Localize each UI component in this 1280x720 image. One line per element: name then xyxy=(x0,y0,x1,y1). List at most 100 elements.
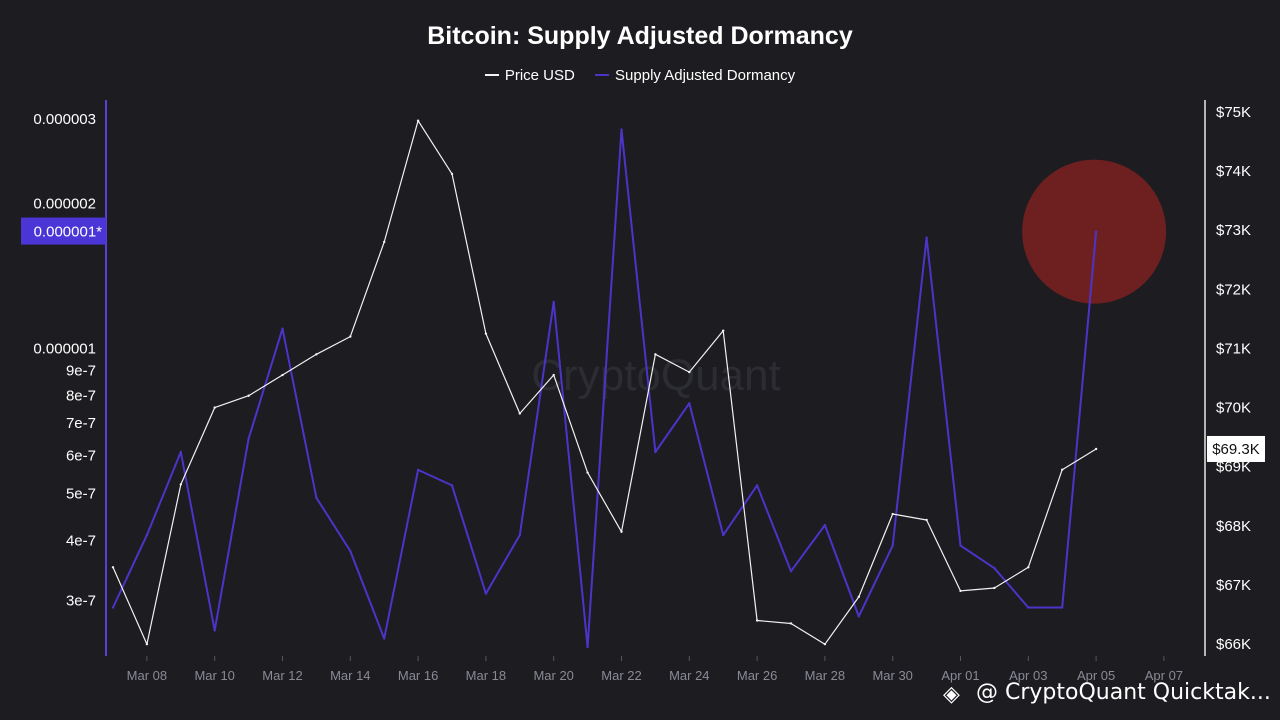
price-series-line-point xyxy=(247,394,250,397)
dormancy-series-line-point xyxy=(891,544,894,547)
price-series-line-point xyxy=(959,589,962,593)
price-series-line-point xyxy=(925,518,928,522)
y-right-current-label: $69.3K xyxy=(1212,441,1260,458)
x-tick-label: Apr 03 xyxy=(1009,668,1047,683)
price-series-line-point xyxy=(857,595,860,599)
dormancy-series-line-point xyxy=(722,533,725,537)
x-tick-label: Apr 07 xyxy=(1145,668,1183,683)
dormancy-series-line-point xyxy=(281,327,284,330)
dormancy-series-line-point xyxy=(620,128,623,131)
y-right-tick-label: $74K xyxy=(1216,163,1251,180)
y-right-current-box xyxy=(1207,435,1265,462)
y-right-tick-label: $70K xyxy=(1216,400,1251,417)
dormancy-series-line-point xyxy=(789,569,793,573)
y-left-tick-label: 6e-7 xyxy=(66,447,96,464)
dormancy-series-line-point xyxy=(484,592,488,595)
price-series-line-point xyxy=(349,335,352,338)
y-right-tick-label: $75K xyxy=(1216,104,1251,121)
dormancy-series-line-point xyxy=(993,566,996,570)
binance-logo-icon: ◈ xyxy=(943,682,960,707)
price-series-line-point xyxy=(891,512,894,516)
dormancy-series-line-point xyxy=(247,437,250,440)
dormancy-series-line-point xyxy=(416,468,420,472)
y-left-tick-label: 9e-7 xyxy=(66,363,96,380)
price-series-line-point xyxy=(586,471,589,474)
y-left-tick-label: 5e-7 xyxy=(66,486,96,503)
dormancy-series-line-point xyxy=(959,544,962,547)
x-tick-label: Mar 18 xyxy=(466,668,506,683)
dormancy-series-line-point xyxy=(1061,606,1064,609)
price-series-line-point xyxy=(722,329,725,332)
price-series-line-point xyxy=(1094,447,1098,451)
y-right-tick-label: $68K xyxy=(1216,518,1251,535)
y-left-tick-label: 7e-7 xyxy=(66,415,96,432)
y-right-tick-label: $69K xyxy=(1216,459,1251,476)
price-series-line xyxy=(112,120,1097,645)
price-series-line-point xyxy=(654,353,657,356)
x-tick-label: Mar 26 xyxy=(737,668,777,683)
y-left-highlight-box xyxy=(21,217,106,245)
price-series-line-point xyxy=(315,353,318,356)
highlight-circle xyxy=(1022,159,1167,304)
price-series-line-point xyxy=(111,566,115,569)
x-tick-label: Mar 16 xyxy=(398,668,438,683)
dormancy-series-line xyxy=(112,128,1098,649)
dormancy-series-line-point xyxy=(688,402,691,405)
chart-title: Bitcoin: Supply Adjusted Dormancy xyxy=(427,22,853,50)
dormancy-series-line-point xyxy=(1027,606,1030,609)
y-left-tick-label: 0.000001 xyxy=(33,341,96,358)
y-right-tick-label: $73K xyxy=(1216,222,1251,239)
dormancy-series-line-point xyxy=(518,533,521,537)
dormancy-series-line-point xyxy=(349,549,352,553)
dormancy-series-line-point xyxy=(450,484,454,487)
dormancy-series-line-point xyxy=(315,496,318,500)
price-series-line-point xyxy=(755,619,759,622)
dormancy-series-line-point xyxy=(654,450,657,454)
dormancy-series-line-point xyxy=(179,450,182,454)
dormancy-series-line-point xyxy=(823,523,827,527)
legend-item-dormancy[interactable]: Supply Adjusted Dormancy xyxy=(595,67,795,84)
dormancy-series-line-point xyxy=(755,484,759,487)
dormancy-series-line-point xyxy=(213,629,216,632)
price-series-line-point xyxy=(620,530,623,533)
y-left-tick-label: 0.000002 xyxy=(33,196,96,213)
legend-swatch-price xyxy=(484,74,499,76)
price-series-line-point xyxy=(213,406,216,409)
y-left-tick-label: 8e-7 xyxy=(66,387,96,404)
chart-legend: Price USD Supply Adjusted Dormancy xyxy=(0,63,1280,84)
watermark-text: @ CryptoQuant Quicktak... xyxy=(976,680,1271,705)
x-tick-label: Mar 24 xyxy=(669,668,709,683)
y-left-tick-label: 4e-7 xyxy=(66,532,96,549)
price-series-line-point xyxy=(993,586,996,590)
price-series-line-point xyxy=(179,483,182,486)
dormancy-series-line-point xyxy=(857,615,860,618)
dormancy-series-line-point xyxy=(552,300,555,304)
legend-item-price[interactable]: Price USD xyxy=(484,67,575,84)
price-series-line-point xyxy=(416,119,420,122)
dormancy-series-line-point xyxy=(925,236,928,239)
x-tick-label: Mar 30 xyxy=(872,668,912,683)
y-right-tick-label: $71K xyxy=(1216,340,1251,357)
legend-label-dormancy: Supply Adjusted Dormancy xyxy=(615,66,796,84)
x-tick-label: Apr 05 xyxy=(1077,668,1115,683)
dormancy-series-line-point xyxy=(383,637,386,640)
x-tick-label: Mar 28 xyxy=(805,668,845,683)
x-tick-label: Mar 20 xyxy=(533,668,573,683)
y-right-tick-label: $66K xyxy=(1216,636,1251,653)
price-series-line-point xyxy=(789,622,793,625)
y-left-tick-label: 0.000003 xyxy=(33,111,96,128)
x-tick-label: Mar 22 xyxy=(601,668,641,683)
dormancy-series-line-point xyxy=(111,606,115,609)
dormancy-series-line-point xyxy=(1094,230,1098,233)
price-series-line-point xyxy=(1027,566,1030,569)
y-right-tick-label: $67K xyxy=(1216,577,1251,594)
price-series-line-point xyxy=(484,332,488,335)
x-tick-label: Mar 14 xyxy=(330,668,370,683)
x-tick-label: Mar 10 xyxy=(194,668,234,683)
price-series-line-point xyxy=(383,240,386,244)
price-series-line-point xyxy=(823,642,827,646)
price-series-line-point xyxy=(145,642,149,646)
price-series-line-point xyxy=(450,172,454,176)
y-right-tick-label: $72K xyxy=(1216,281,1251,298)
